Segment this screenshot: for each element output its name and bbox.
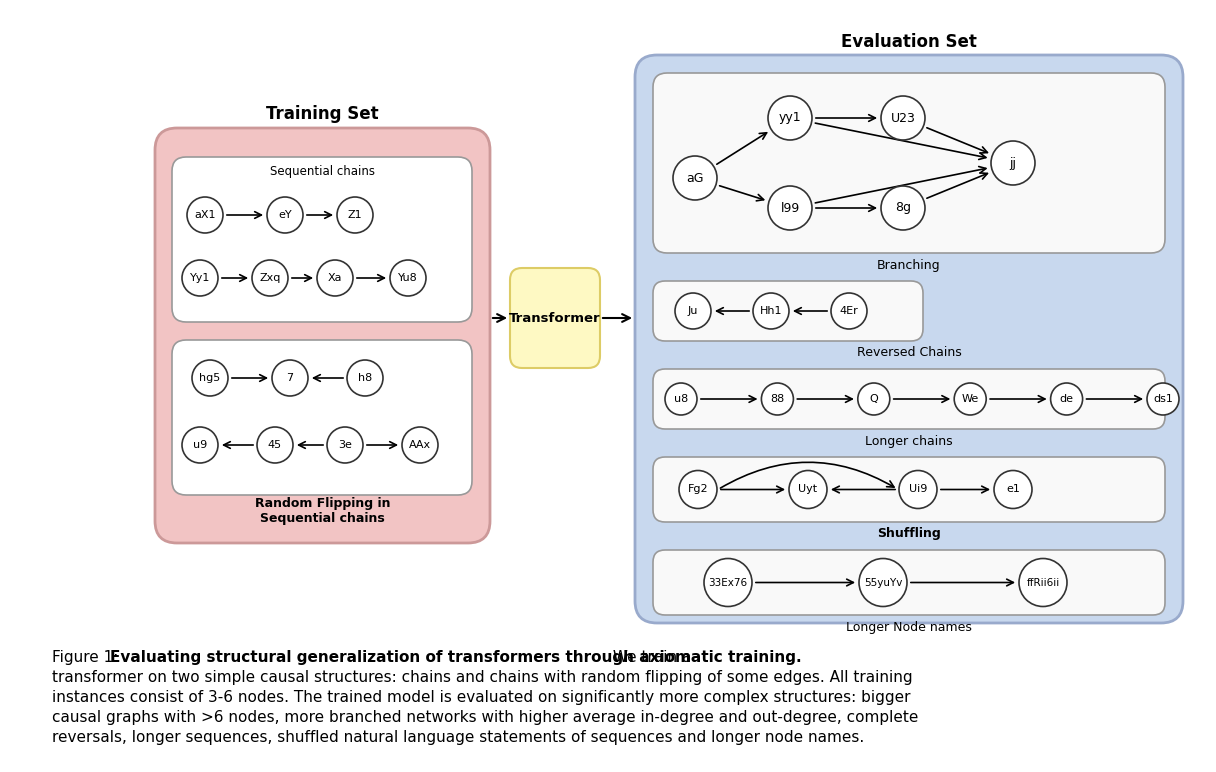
Text: transformer on two simple causal structures: chains and chains with random flipp: transformer on two simple causal structu… xyxy=(52,670,913,685)
Text: Longer chains: Longer chains xyxy=(866,435,953,448)
Text: e1: e1 xyxy=(1006,485,1020,495)
Text: AAx: AAx xyxy=(409,440,430,450)
Circle shape xyxy=(761,383,793,415)
Text: instances consist of 3-6 nodes. The trained model is evaluated on significantly : instances consist of 3-6 nodes. The trai… xyxy=(52,690,911,705)
Text: 4Er: 4Er xyxy=(839,306,858,316)
Circle shape xyxy=(704,558,751,607)
Text: h8: h8 xyxy=(358,373,372,383)
Text: 8g: 8g xyxy=(895,201,911,215)
FancyBboxPatch shape xyxy=(635,55,1183,623)
FancyBboxPatch shape xyxy=(171,340,472,495)
Text: Fg2: Fg2 xyxy=(688,485,708,495)
Text: Ui9: Ui9 xyxy=(908,485,927,495)
Text: Yu8: Yu8 xyxy=(398,273,418,283)
Circle shape xyxy=(182,427,218,463)
Text: reversals, longer sequences, shuffled natural language statements of sequences a: reversals, longer sequences, shuffled na… xyxy=(52,730,865,745)
Circle shape xyxy=(268,197,303,233)
Text: 45: 45 xyxy=(268,440,282,450)
Text: Uyt: Uyt xyxy=(799,485,817,495)
Circle shape xyxy=(192,360,229,396)
Circle shape xyxy=(769,186,812,230)
Circle shape xyxy=(672,156,717,200)
FancyBboxPatch shape xyxy=(171,157,472,322)
Text: Transformer: Transformer xyxy=(510,311,601,324)
Text: We train a: We train a xyxy=(608,650,692,665)
Text: l99: l99 xyxy=(781,201,800,215)
Circle shape xyxy=(272,360,308,396)
Circle shape xyxy=(789,470,827,509)
Text: Evaluating structural generalization of transformers through axiomatic training.: Evaluating structural generalization of … xyxy=(109,650,801,665)
Text: Q: Q xyxy=(869,394,878,404)
Text: u9: u9 xyxy=(193,440,207,450)
Circle shape xyxy=(769,96,812,140)
Text: 33Ex76: 33Ex76 xyxy=(709,577,748,587)
Text: Shuffling: Shuffling xyxy=(877,527,941,540)
Circle shape xyxy=(675,293,711,329)
Text: yy1: yy1 xyxy=(778,111,801,124)
FancyBboxPatch shape xyxy=(653,457,1165,522)
Circle shape xyxy=(257,427,293,463)
Circle shape xyxy=(753,293,789,329)
Circle shape xyxy=(858,558,907,607)
Circle shape xyxy=(857,383,890,415)
FancyBboxPatch shape xyxy=(510,268,599,368)
Text: Evaluation Set: Evaluation Set xyxy=(841,33,976,51)
Text: Z1: Z1 xyxy=(348,210,362,220)
Circle shape xyxy=(182,260,218,296)
Text: Training Set: Training Set xyxy=(266,105,379,123)
Text: 3e: 3e xyxy=(338,440,351,450)
Text: aX1: aX1 xyxy=(195,210,215,220)
Circle shape xyxy=(993,470,1032,509)
Circle shape xyxy=(831,293,867,329)
Text: causal graphs with >6 nodes, more branched networks with higher average in-degre: causal graphs with >6 nodes, more branch… xyxy=(52,710,918,725)
Circle shape xyxy=(1147,383,1180,415)
Text: hg5: hg5 xyxy=(199,373,220,383)
Text: ds1: ds1 xyxy=(1153,394,1173,404)
Text: Reversed Chains: Reversed Chains xyxy=(856,347,962,360)
Text: Branching: Branching xyxy=(877,259,941,272)
Text: de: de xyxy=(1059,394,1074,404)
Text: Figure 1:: Figure 1: xyxy=(52,650,123,665)
Circle shape xyxy=(337,197,373,233)
FancyBboxPatch shape xyxy=(653,73,1165,253)
Text: We: We xyxy=(962,394,979,404)
Text: Sequential chains: Sequential chains xyxy=(270,164,375,178)
FancyBboxPatch shape xyxy=(653,369,1165,429)
Circle shape xyxy=(882,96,925,140)
Text: Yy1: Yy1 xyxy=(190,273,210,283)
Text: 7: 7 xyxy=(287,373,293,383)
Text: jj: jj xyxy=(1009,157,1017,170)
Text: Hh1: Hh1 xyxy=(760,306,782,316)
Text: Random Flipping in
Sequential chains: Random Flipping in Sequential chains xyxy=(254,497,390,525)
Circle shape xyxy=(665,383,697,415)
Circle shape xyxy=(252,260,288,296)
Circle shape xyxy=(317,260,353,296)
Circle shape xyxy=(899,470,938,509)
FancyBboxPatch shape xyxy=(154,128,490,543)
Circle shape xyxy=(1019,558,1066,607)
Text: Xa: Xa xyxy=(328,273,342,283)
Text: Ju: Ju xyxy=(688,306,698,316)
Text: ffRii6ii: ffRii6ii xyxy=(1026,577,1059,587)
Text: 88: 88 xyxy=(770,394,784,404)
Text: Longer Node names: Longer Node names xyxy=(846,621,972,634)
Text: eY: eY xyxy=(278,210,292,220)
Circle shape xyxy=(327,427,364,463)
Text: U23: U23 xyxy=(890,111,916,124)
Circle shape xyxy=(679,470,717,509)
FancyBboxPatch shape xyxy=(653,550,1165,615)
Circle shape xyxy=(402,427,438,463)
Circle shape xyxy=(1051,383,1082,415)
Text: Zxq: Zxq xyxy=(259,273,281,283)
Text: 55yuYv: 55yuYv xyxy=(863,577,902,587)
Circle shape xyxy=(390,260,426,296)
Circle shape xyxy=(955,383,986,415)
Circle shape xyxy=(991,141,1035,185)
FancyBboxPatch shape xyxy=(653,281,923,341)
Circle shape xyxy=(347,360,383,396)
Text: u8: u8 xyxy=(674,394,688,404)
Text: aG: aG xyxy=(686,171,704,185)
Circle shape xyxy=(882,186,925,230)
Circle shape xyxy=(187,197,223,233)
